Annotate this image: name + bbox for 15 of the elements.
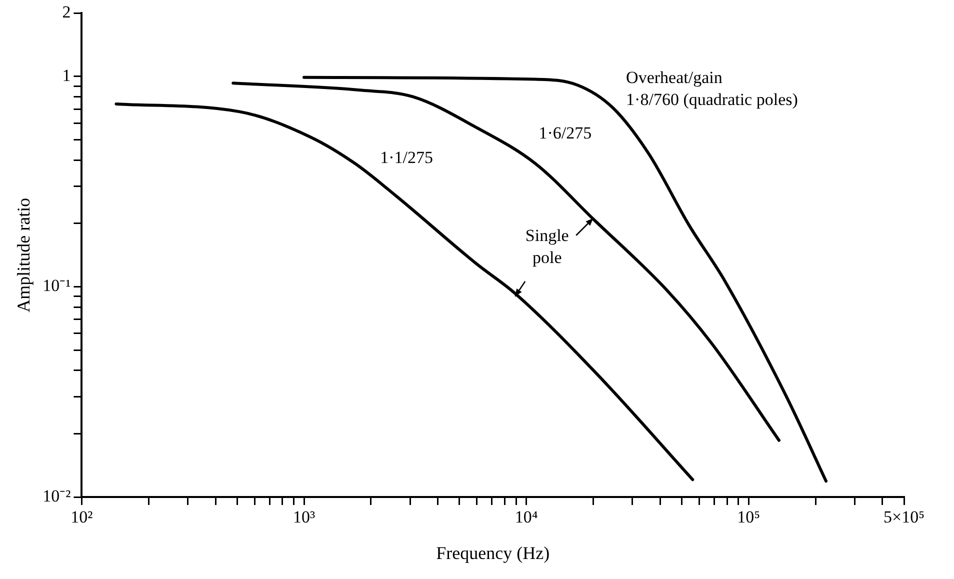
x-tick-label: 10⁴ bbox=[514, 508, 538, 527]
y-axis-title: Amplitude ratio bbox=[14, 198, 34, 312]
series-label: 1·6/275 bbox=[538, 124, 592, 143]
x-axis-title: Frequency (Hz) bbox=[436, 542, 550, 563]
x-tick-label: 10² bbox=[70, 508, 93, 527]
y-tick-label: 10⁻¹ bbox=[42, 276, 71, 296]
annotation: Single pole bbox=[525, 226, 569, 267]
x-tick-label: 10³ bbox=[292, 508, 316, 527]
x-tick-label: 10⁵ bbox=[737, 508, 760, 527]
series-label: Overheat/gain 1·8/760 (quadratic poles) bbox=[626, 68, 798, 110]
y-tick-label: 2 bbox=[62, 2, 71, 22]
series-label: 1·1/275 bbox=[380, 148, 433, 167]
y-tick-label: 1 bbox=[62, 66, 71, 85]
x-tick-label: 5×10⁵ bbox=[883, 508, 925, 527]
y-tick-label: 10⁻² bbox=[42, 486, 71, 506]
